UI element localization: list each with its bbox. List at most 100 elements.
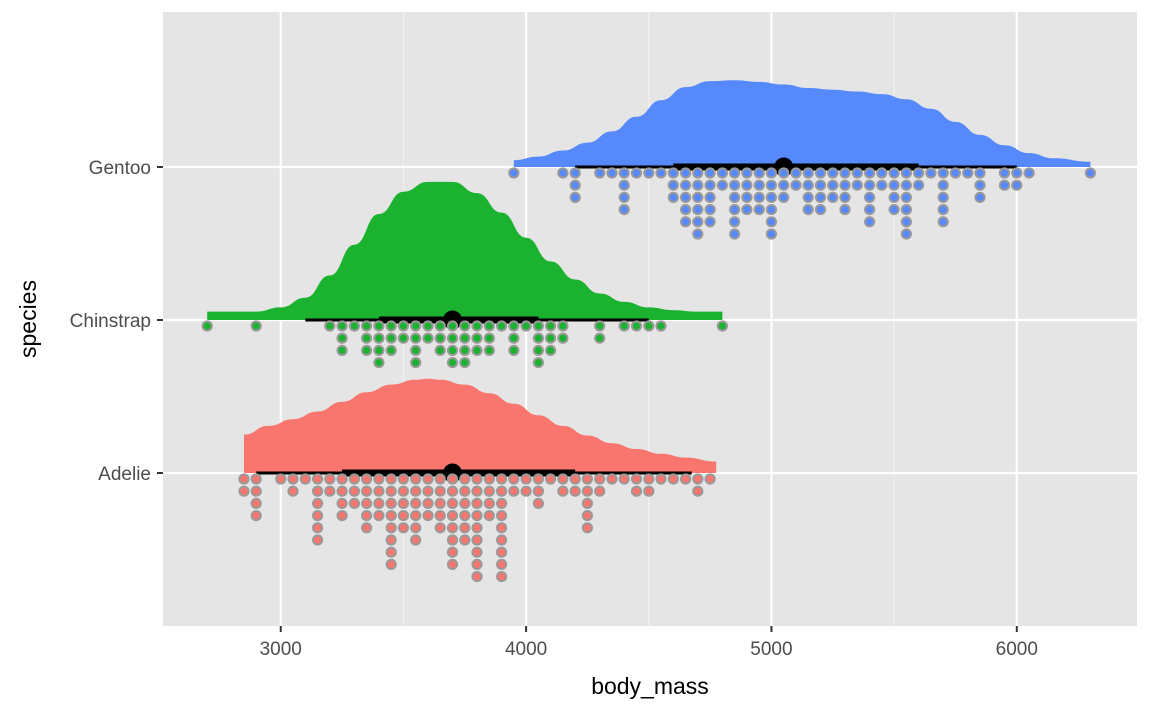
rain-dot-chinstrap (201, 320, 213, 332)
rain-dot-chinstrap (483, 332, 495, 344)
rain-dot-chinstrap (630, 320, 643, 332)
rain-dot-gentoo (704, 191, 716, 203)
rain-dot-adelie (336, 485, 348, 497)
rain-dot-adelie (348, 473, 360, 485)
rain-dot-gentoo (753, 191, 765, 203)
rain-dot-gentoo (741, 167, 753, 179)
rain-dot-gentoo (765, 179, 778, 191)
rain-dot-gentoo (1084, 167, 1097, 179)
rain-dot-chinstrap (655, 320, 667, 332)
rain-dot-adelie (361, 485, 373, 497)
rain-dot-adelie (422, 497, 434, 509)
rain-dot-adelie (250, 497, 262, 509)
rain-dot-adelie (312, 534, 324, 546)
rain-dot-gentoo (900, 167, 913, 179)
rain-dot-chinstrap (483, 320, 495, 332)
rain-dot-adelie (287, 473, 299, 485)
rain-dot-gentoo (876, 179, 888, 191)
rain-dot-adelie (459, 509, 471, 522)
rain-dot-adelie (410, 473, 422, 485)
rain-dot-adelie (471, 497, 483, 509)
rain-dot-adelie (385, 509, 397, 522)
rain-dot-gentoo (765, 204, 778, 216)
rain-dot-adelie (655, 473, 667, 485)
rain-dot-adelie (496, 522, 508, 534)
rain-dot-gentoo (888, 179, 900, 191)
rain-dot-gentoo (778, 167, 790, 179)
rain-dot-adelie (385, 473, 397, 485)
rain-dot-gentoo (888, 191, 900, 203)
rain-dot-gentoo (753, 179, 765, 191)
rain-dot-chinstrap (336, 332, 348, 344)
rain-dot-adelie (410, 485, 422, 497)
rain-dot-adelie (373, 509, 385, 522)
rain-dot-gentoo (949, 167, 962, 179)
y-tick-label-chinstrap: Chinstrap (70, 311, 151, 332)
rain-dot-gentoo (864, 167, 876, 179)
rain-dot-adelie (422, 509, 434, 522)
rain-dot-gentoo (913, 167, 925, 179)
rain-dot-adelie (385, 485, 397, 497)
rain-dot-gentoo (900, 191, 913, 203)
rain-dot-gentoo (864, 204, 876, 216)
rain-dot-gentoo (814, 179, 827, 191)
rain-dot-adelie (594, 473, 606, 485)
density-cloud-adelie (244, 378, 717, 473)
rain-dot-gentoo (753, 204, 765, 216)
rain-dot-gentoo (680, 167, 692, 179)
rain-dot-adelie (410, 509, 422, 522)
rain-dot-adelie (446, 497, 459, 509)
rain-dot-gentoo (655, 167, 667, 179)
rain-dot-gentoo (692, 216, 704, 228)
rain-dot-adelie (361, 473, 373, 485)
rain-dot-gentoo (851, 179, 863, 191)
rain-dot-chinstrap (434, 344, 446, 356)
rain-dot-gentoo (569, 167, 581, 179)
rain-dot-adelie (643, 485, 655, 497)
rain-dot-chinstrap (496, 320, 508, 332)
rain-dot-adelie (410, 534, 422, 546)
rain-dot-gentoo (729, 204, 741, 216)
rain-dot-chinstrap (545, 320, 557, 332)
rain-dot-gentoo (704, 216, 716, 228)
rain-dot-adelie (287, 485, 299, 497)
rain-dot-gentoo (998, 179, 1011, 191)
rain-dot-chinstrap (348, 320, 360, 332)
rain-dot-gentoo (765, 191, 778, 203)
rain-dot-chinstrap (483, 344, 495, 356)
rain-dot-gentoo (900, 216, 913, 228)
rain-dot-chinstrap (446, 357, 459, 369)
rain-dot-gentoo (741, 204, 753, 216)
rain-dot-gentoo (692, 179, 704, 191)
rain-dot-chinstrap (373, 357, 385, 369)
rain-dot-gentoo (937, 179, 949, 191)
rain-dot-adelie (238, 485, 250, 497)
rain-dot-adelie (471, 485, 483, 497)
rain-dot-adelie (422, 473, 434, 485)
rain-dot-gentoo (900, 228, 913, 240)
rain-dot-adelie (496, 473, 508, 485)
rain-dot-chinstrap (373, 320, 385, 332)
rain-dot-gentoo (741, 179, 753, 191)
rain-dot-adelie (471, 534, 483, 546)
rain-dot-gentoo (937, 191, 949, 203)
rain-dot-gentoo (765, 228, 778, 240)
rain-dot-adelie (630, 473, 643, 485)
rain-dot-gentoo (729, 191, 741, 203)
rain-dot-gentoo (790, 167, 802, 179)
rain-dot-adelie (434, 497, 446, 509)
rain-dot-chinstrap (459, 344, 471, 356)
rain-dot-adelie (397, 522, 409, 534)
rain-dot-adelie (483, 485, 495, 497)
rain-dot-gentoo (937, 204, 949, 216)
rain-dot-adelie (250, 485, 262, 497)
rain-dot-adelie (434, 473, 446, 485)
rain-dot-chinstrap (532, 344, 545, 356)
rain-dot-adelie (532, 473, 545, 485)
rain-dot-gentoo (974, 179, 986, 191)
rain-dot-adelie (446, 473, 459, 485)
rain-dot-adelie (483, 509, 495, 522)
rain-dot-adelie (385, 546, 397, 558)
x-tick-label: 5000 (750, 639, 792, 660)
rain-dot-adelie (324, 485, 336, 497)
